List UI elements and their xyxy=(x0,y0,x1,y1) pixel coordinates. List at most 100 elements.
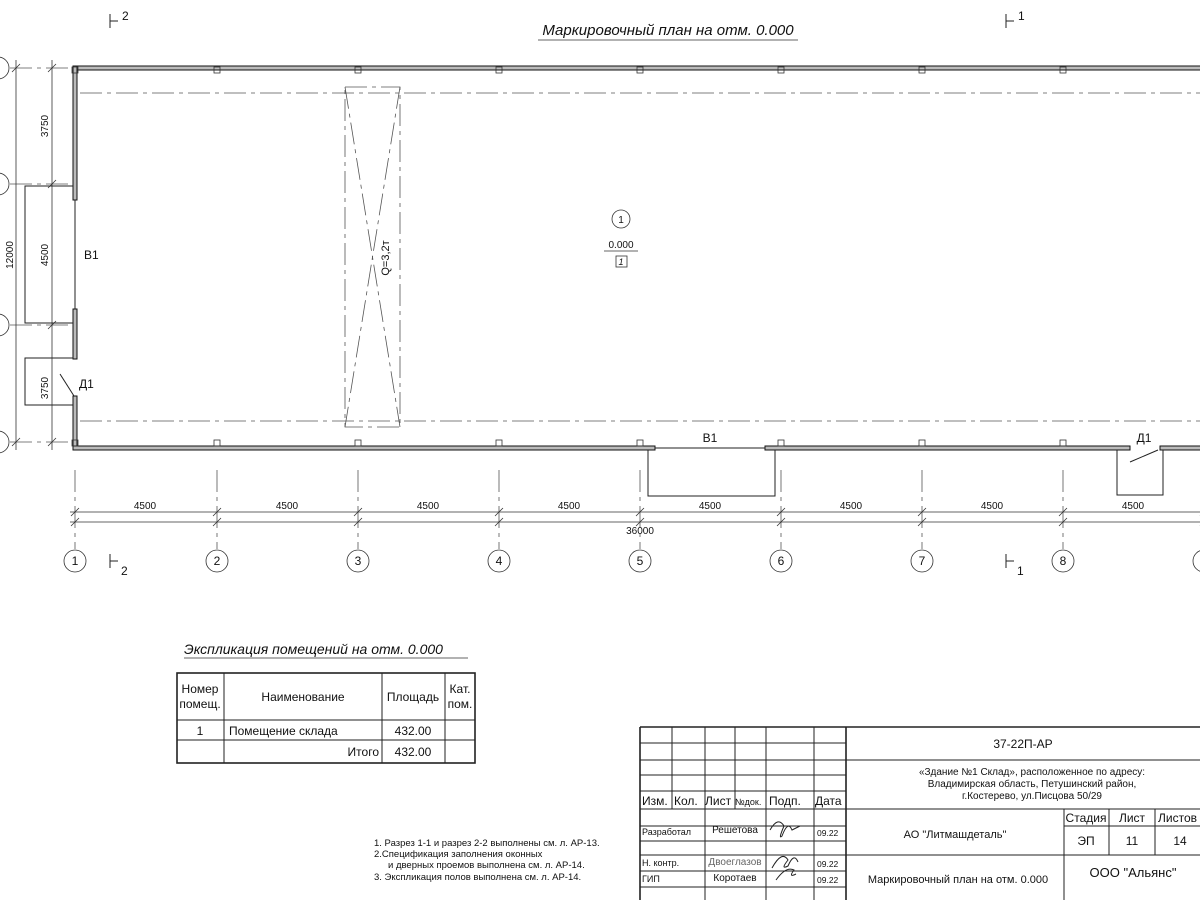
title-block-roles-1-name: Двоеглазов xyxy=(708,857,761,868)
column-marker xyxy=(636,439,644,447)
door-left-label: Д1 xyxy=(79,377,94,391)
drawing-section-marks-bottom-left: 2 xyxy=(121,564,128,578)
title-block-sheet-title: Маркировочный план на отм. 0.000 xyxy=(868,874,1048,886)
explication-headers-cat-1: Кат. xyxy=(450,682,471,696)
column-marker xyxy=(918,439,926,447)
notes-1: 2.Спецификация заполнения оконных xyxy=(374,849,543,860)
drawing-section-marks-top-left: 2 xyxy=(122,9,129,23)
title-block-sheets-label: Листов xyxy=(1158,811,1197,825)
column-marker xyxy=(777,439,785,447)
column-marker xyxy=(71,66,79,74)
dim-left-top: 3750 xyxy=(40,114,51,137)
axis-bubble xyxy=(63,549,87,573)
section-mark-bottom-left: 2 xyxy=(109,554,128,578)
bay-dimension: 4500 xyxy=(276,501,299,512)
axis-bubble xyxy=(769,549,793,573)
axis-label: 7 xyxy=(919,554,926,568)
dim-total-width: 12000 xyxy=(5,241,16,269)
title-block-sheet: 11 xyxy=(1126,834,1139,848)
column-marker xyxy=(777,66,785,74)
title-block-address-1: «Здание №1 Склад», расположенное по адре… xyxy=(919,767,1145,778)
building-walls xyxy=(72,65,1200,451)
title-block-sheet-label: Лист xyxy=(1119,811,1146,825)
dim-left-bottom: 3750 xyxy=(40,376,51,399)
section-mark-top-right: 1 xyxy=(1005,9,1025,28)
explication-headers-num-2: помещ. xyxy=(179,697,220,711)
title-block-headers-kol: Кол. xyxy=(674,794,698,808)
axis-bubble xyxy=(628,549,652,573)
title-block-roles-1-role: Н. контр. xyxy=(642,858,679,868)
axis-bubble xyxy=(1192,550,1200,572)
crane-capacity-label: Q=3,2т xyxy=(380,240,392,275)
column-marker xyxy=(213,66,221,74)
window-bottom-label: В1 xyxy=(703,431,718,445)
explication-headers-cat-2: пом. xyxy=(448,697,473,711)
column-marker xyxy=(71,439,79,447)
notes: 1. Разрез 1-1 и разрез 2-2 выполнены см.… xyxy=(374,838,600,883)
column-marker xyxy=(354,66,362,74)
column-marker xyxy=(1059,66,1067,74)
section-mark-top-left: 2 xyxy=(109,9,129,28)
section-mark-bottom-right: 1 xyxy=(1005,554,1024,578)
title-block-stage-label: Стадия xyxy=(1066,811,1107,825)
bay-dimension: 4500 xyxy=(417,501,440,512)
signature-icon xyxy=(769,821,801,881)
title-block: Изм. Кол. Лист №док. Подп. Дата Разработ… xyxy=(639,726,1200,900)
axis-bubble xyxy=(205,549,229,573)
axis-label: 3 xyxy=(355,554,362,568)
bay-dimension: 4500 xyxy=(558,501,581,512)
axis-label: 1 xyxy=(72,554,79,568)
column-marker xyxy=(636,66,644,74)
bay-dimension: 4500 xyxy=(699,501,722,512)
explication-headers-name: Наименование xyxy=(261,690,345,704)
explication-table: Номер помещ. Наименование Площадь Кат. п… xyxy=(176,672,476,764)
explication-rows-0-name: Помещение склада xyxy=(229,724,338,738)
axis-bubble xyxy=(910,549,934,573)
axis-label: 2 xyxy=(214,554,221,568)
crane-runway: Q=3,2т xyxy=(80,86,1200,428)
bay-dimension: 4500 xyxy=(840,501,863,512)
axis-bubble xyxy=(1051,549,1075,573)
title-block-stage: ЭП xyxy=(1077,834,1094,848)
document-code: 37-22П-АР xyxy=(993,737,1052,751)
bay-dimension: 4500 xyxy=(1122,501,1145,512)
explication-total-label: Итого xyxy=(348,745,380,759)
title-block-roles-1-date: 09.22 xyxy=(817,859,839,869)
axis-bubble xyxy=(487,549,511,573)
bay-dimension: 4500 xyxy=(134,501,157,512)
axis-label: 5 xyxy=(637,554,644,568)
room-floor-type: 1 xyxy=(618,257,623,267)
title-block-roles-2-name: Коротаев xyxy=(713,873,756,884)
openings: В1 Д1 В1 Д1 xyxy=(24,185,1164,497)
explication-headers-area: Площадь xyxy=(387,690,439,704)
title-block-sheets: 14 xyxy=(1173,834,1187,848)
column-marker xyxy=(1059,439,1067,447)
explication-title: Экспликация помещений на отм. 0.000 xyxy=(184,641,443,657)
explication-headers-num-1: Номер xyxy=(182,682,219,696)
title-block-roles-2-date: 09.22 xyxy=(817,875,839,885)
title-block-headers-podp: Подп. xyxy=(769,794,801,808)
notes-3: 3. Экспликация полов выполнена см. л. АР… xyxy=(374,872,581,883)
plan-title: Маркировочный план на отм. 0.000 xyxy=(542,22,794,39)
column-marker xyxy=(354,439,362,447)
drawing-section-marks-top-right: 1 xyxy=(1018,9,1025,23)
column-marker xyxy=(495,66,503,74)
title-block-address-2: Владимирская область, Петушинский район, xyxy=(928,778,1137,790)
title-block-roles-0-date: 09.22 xyxy=(817,828,839,838)
door-bottom-label: Д1 xyxy=(1137,431,1152,445)
table-row: 1 xyxy=(197,724,204,738)
axis-label: 8 xyxy=(1060,554,1067,568)
room-number: 1 xyxy=(618,215,624,226)
column-marker xyxy=(213,439,221,447)
title-block-headers-data: Дата xyxy=(815,794,842,808)
notes-2: и дверных проемов выполнена см. л. АР-14… xyxy=(388,860,585,871)
axis-bubble xyxy=(346,549,370,573)
title-block-roles-0-role: Разработал xyxy=(642,827,691,837)
axis-label: 6 xyxy=(778,554,785,568)
title-block-address-3: г.Костерево, ул.Писцова 50/29 xyxy=(962,791,1102,802)
column-axes: 1 4500 2 4500 3 4500 4 4500 5 4500 6 4500 7 4500 8 4500 xyxy=(63,66,1200,573)
left-axes: 12000 3750 4500 3750 xyxy=(0,56,75,454)
dim-total-length: 36000 xyxy=(626,526,654,537)
room-level: 0.000 xyxy=(608,240,633,251)
